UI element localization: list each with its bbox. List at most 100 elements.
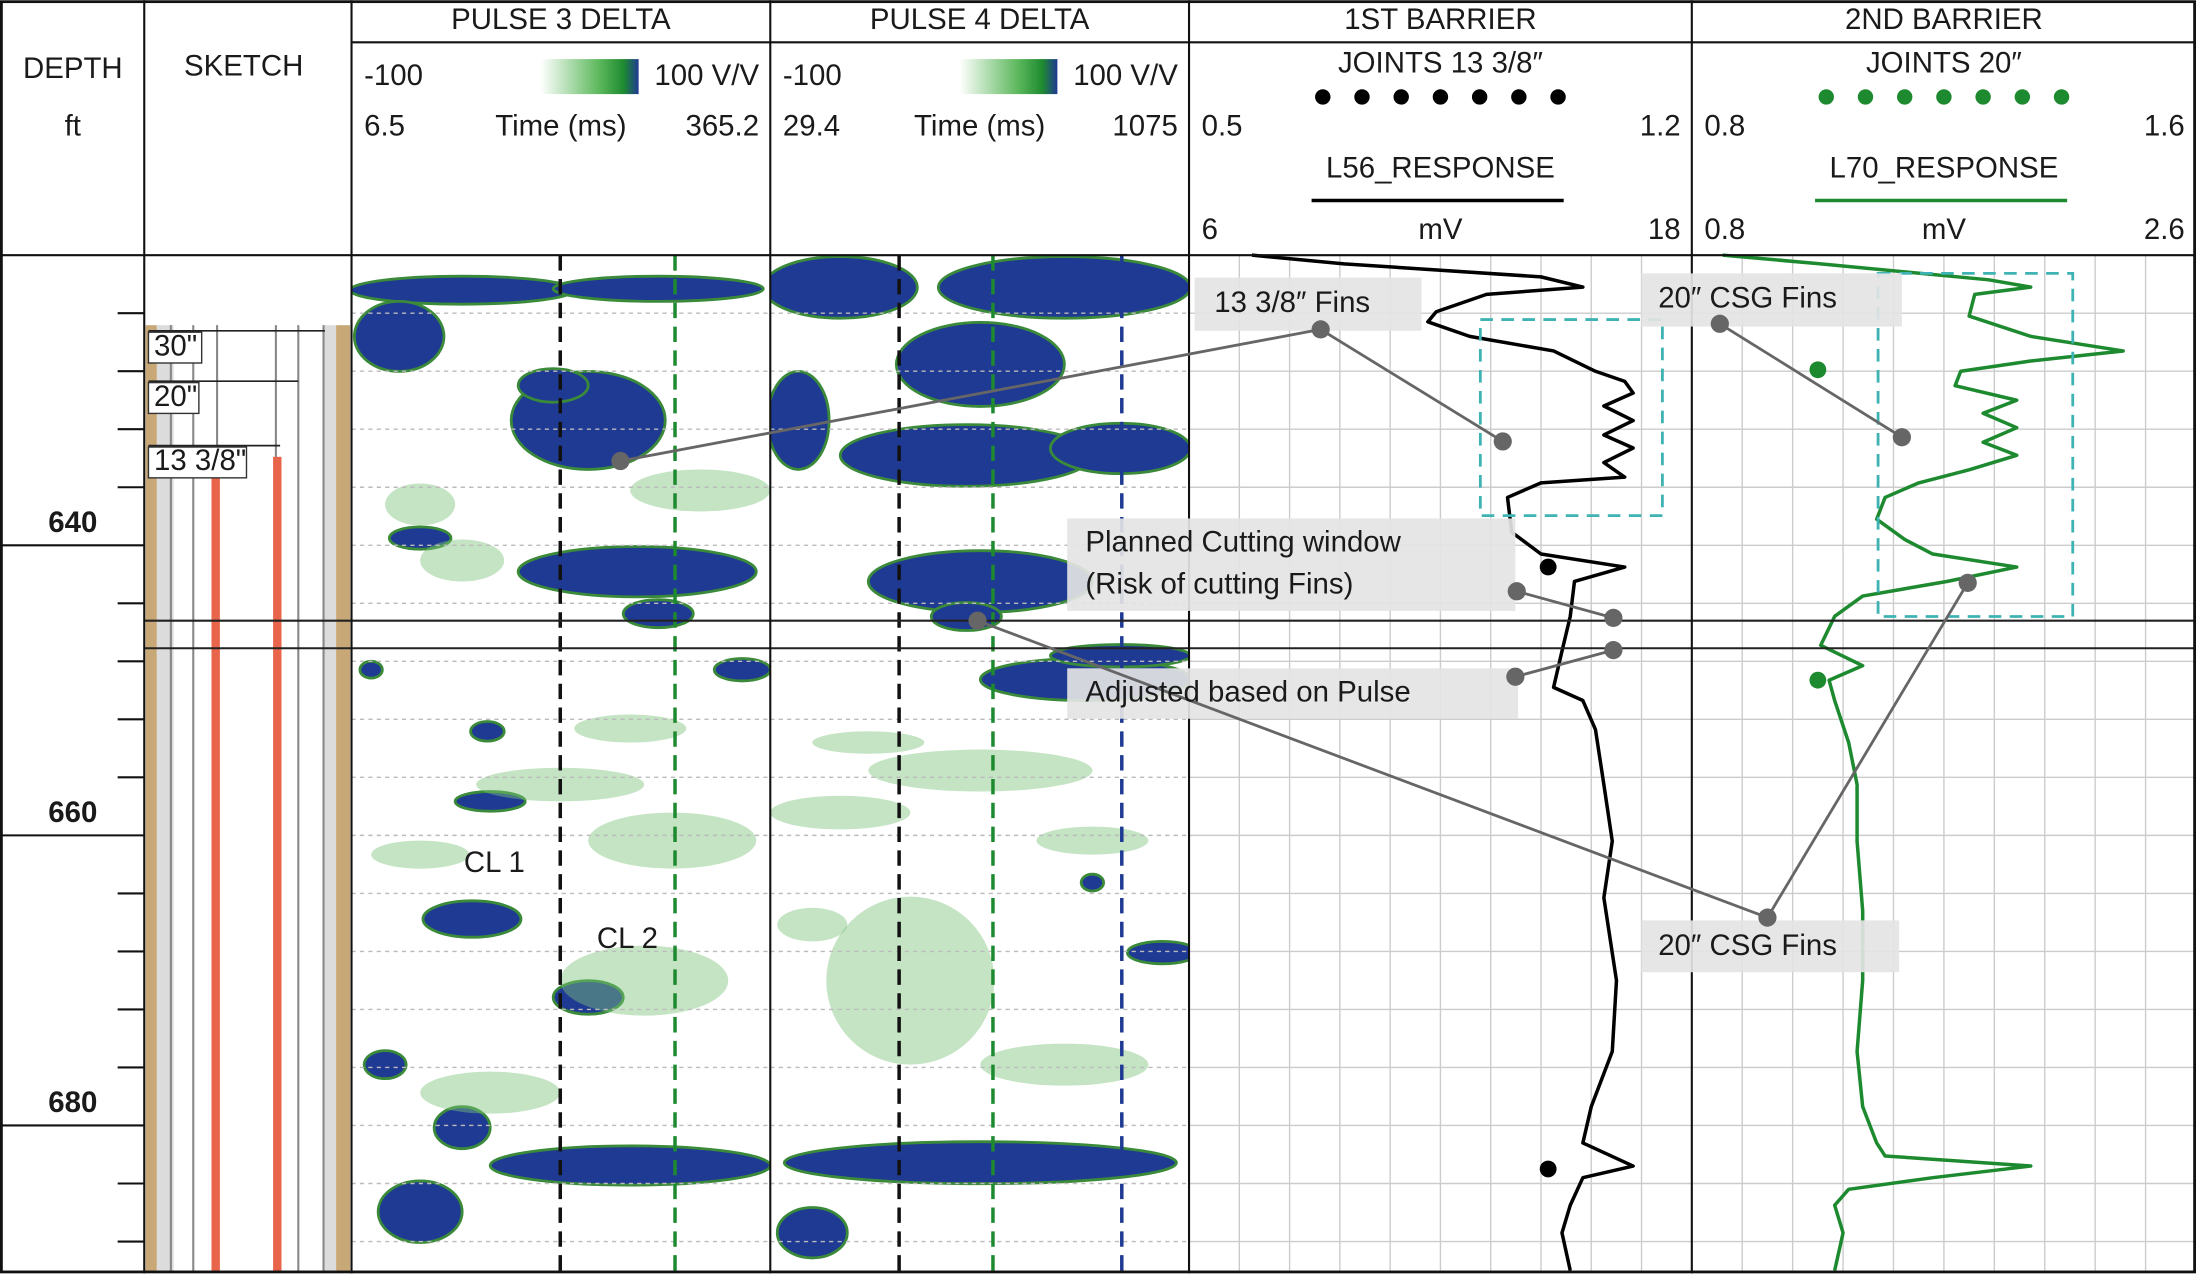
joint-legend bbox=[1857, 89, 1874, 105]
label: CL 2 bbox=[597, 922, 658, 955]
callout-line bbox=[620, 328, 1321, 463]
signal-high bbox=[387, 525, 453, 551]
signal-mid bbox=[868, 749, 1093, 792]
signal-mid bbox=[574, 714, 687, 743]
highlight-box bbox=[1876, 271, 2075, 618]
casing-label-box bbox=[147, 331, 203, 364]
signal-high bbox=[469, 720, 506, 743]
highlight-box bbox=[1478, 318, 1664, 518]
label: PULSE 4 DELTA bbox=[870, 3, 1090, 36]
label: mV bbox=[1922, 213, 1966, 246]
label: 0.5 bbox=[1202, 109, 1243, 142]
label: 18 bbox=[1648, 213, 1681, 246]
label: PULSE 3 DELTA bbox=[451, 3, 671, 36]
joint-legend bbox=[1511, 89, 1527, 105]
signal-high bbox=[936, 255, 1190, 320]
colorbar bbox=[959, 59, 1058, 95]
annotation-box bbox=[1067, 668, 1519, 719]
signal-mid bbox=[630, 469, 771, 512]
signal-mid bbox=[777, 907, 848, 942]
signal-high bbox=[782, 1140, 1178, 1186]
label: 6 bbox=[1202, 213, 1218, 246]
signal-high bbox=[421, 899, 523, 939]
label: 0.8 bbox=[1704, 213, 1745, 246]
joint-legend bbox=[2014, 89, 2031, 105]
signal-high bbox=[1079, 872, 1106, 893]
casing-label-box bbox=[147, 446, 248, 479]
joint-legend bbox=[1354, 89, 1370, 105]
callout-dot bbox=[1311, 320, 1330, 339]
signal-mid bbox=[980, 1043, 1149, 1086]
signal-high bbox=[1126, 940, 1190, 966]
label: -100 bbox=[364, 59, 423, 92]
annotation-box bbox=[1194, 277, 1422, 331]
casing-red bbox=[211, 462, 220, 1271]
signal-high bbox=[351, 274, 576, 306]
label: 365.2 bbox=[685, 109, 759, 142]
signal-mid bbox=[1036, 826, 1149, 855]
joint-legend bbox=[1432, 89, 1449, 105]
label: L56_RESPONSE bbox=[1326, 151, 1555, 184]
signal-high bbox=[358, 659, 384, 680]
joint bbox=[1539, 1160, 1557, 1178]
signal-high bbox=[453, 790, 527, 813]
joint-legend bbox=[1896, 89, 1913, 105]
callout-dot bbox=[1604, 641, 1623, 660]
casing-label-box bbox=[147, 381, 200, 415]
label: DEPTH bbox=[23, 52, 123, 85]
callout-dot bbox=[1958, 573, 1977, 592]
label: 100 V/V bbox=[654, 59, 759, 92]
label: 1.6 bbox=[2144, 109, 2185, 142]
signal-high bbox=[551, 274, 765, 303]
signal-mid bbox=[420, 1071, 561, 1114]
label: L70_RESPONSE bbox=[1829, 151, 2058, 184]
joint-legend bbox=[1936, 89, 1952, 105]
well-sketch bbox=[145, 325, 351, 1271]
signal-high bbox=[352, 299, 446, 373]
signal-mid bbox=[560, 945, 729, 1016]
signal-mid bbox=[385, 483, 456, 526]
joint-legend bbox=[2053, 89, 2070, 105]
signal-mid bbox=[812, 731, 925, 754]
signal-mid bbox=[420, 539, 505, 582]
signal-high bbox=[432, 1105, 492, 1151]
label: 640 bbox=[48, 506, 97, 539]
callout-dot bbox=[1710, 314, 1729, 333]
callout-line bbox=[977, 619, 1768, 919]
label: 30" bbox=[154, 329, 197, 362]
annotation-box bbox=[1641, 920, 1900, 973]
label: (Risk of cutting Fins) bbox=[1085, 567, 1353, 600]
formation bbox=[323, 325, 337, 1271]
label: 20″ CSG Fins bbox=[1658, 929, 1837, 962]
label: 660 bbox=[48, 796, 97, 829]
callout-line bbox=[1319, 328, 1504, 443]
label: -100 bbox=[783, 59, 842, 92]
label: JOINTS 20″ bbox=[1866, 46, 2022, 79]
label: 0.8 bbox=[1704, 109, 1745, 142]
label: 13 3/8" bbox=[154, 444, 246, 477]
joint-legend bbox=[1550, 89, 1566, 105]
callout-line bbox=[1514, 648, 1614, 679]
signal-high bbox=[770, 255, 919, 320]
joint-legend bbox=[1818, 89, 1834, 105]
signal-mid bbox=[588, 812, 757, 869]
signal-high bbox=[516, 367, 590, 404]
signal-high bbox=[362, 1049, 408, 1081]
formation bbox=[145, 325, 157, 1271]
callout-dot bbox=[1758, 908, 1777, 927]
casing-red bbox=[273, 456, 282, 1271]
joint-legend bbox=[1471, 89, 1488, 105]
label: 1075 bbox=[1112, 109, 1177, 142]
label: 20″ CSG Fins bbox=[1658, 282, 1837, 315]
label: Time (ms) bbox=[495, 109, 626, 142]
label: SKETCH bbox=[184, 49, 303, 82]
label: ft bbox=[65, 109, 81, 142]
joint bbox=[1809, 361, 1827, 379]
label: 29.4 bbox=[783, 109, 840, 142]
joint-legend bbox=[1315, 89, 1331, 105]
label: 2ND BARRIER bbox=[1845, 3, 2043, 36]
callout-dot bbox=[611, 451, 630, 471]
colorbar bbox=[540, 59, 639, 95]
